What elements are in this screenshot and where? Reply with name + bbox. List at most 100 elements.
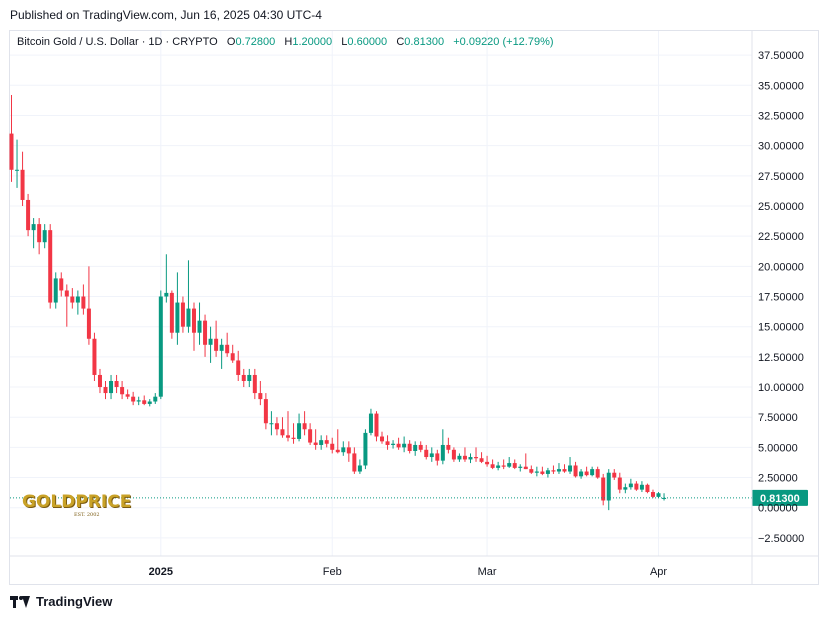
candle-body (352, 453, 357, 472)
candle-body (230, 353, 235, 361)
candle-body (529, 469, 534, 473)
x-tick-label: Mar (478, 566, 497, 578)
candle (650, 489, 655, 499)
candle (258, 381, 263, 406)
candle (429, 447, 434, 462)
candle-body (573, 465, 578, 477)
published-caption: Published on TradingView.com, Jun 16, 20… (10, 8, 322, 22)
candle-body (639, 484, 644, 490)
y-tick-label: 27.50000 (758, 171, 804, 183)
candle-body (203, 320, 208, 345)
candle-body (462, 455, 467, 460)
candle (451, 447, 456, 462)
candle (424, 444, 429, 460)
candle-body (601, 477, 606, 501)
candle-body (53, 278, 58, 303)
candle (197, 302, 202, 345)
candle (286, 411, 290, 442)
candle-body (418, 444, 423, 450)
candle (53, 272, 58, 309)
candle (374, 411, 379, 442)
grid-lines (10, 31, 752, 556)
tradingview-logo-icon (10, 595, 30, 608)
candle (579, 469, 584, 479)
y-tick-label: 25.00000 (758, 201, 804, 213)
candle (214, 320, 219, 357)
candle-body (335, 449, 340, 453)
candle (219, 338, 224, 369)
footer-branding: TradingView (10, 594, 112, 609)
candle-body (551, 470, 556, 472)
candle (357, 459, 362, 474)
candle (26, 193, 31, 237)
candle (225, 332, 230, 357)
candle-body (595, 469, 600, 478)
candle-body (402, 443, 407, 448)
candle (81, 284, 86, 315)
candle (656, 492, 661, 499)
candle-body (86, 308, 91, 339)
candle-body (308, 429, 313, 443)
candle-body (191, 308, 196, 333)
candle (545, 467, 550, 478)
candle-body (628, 483, 633, 488)
candle-body (346, 447, 351, 454)
candle (280, 417, 285, 438)
candle (601, 473, 606, 506)
candle-body (291, 437, 296, 439)
candle (446, 437, 451, 454)
legend-symbol[interactable]: Bitcoin Gold / U.S. Dollar · 1D · CRYPTO (17, 36, 218, 48)
candle (391, 440, 396, 449)
candle-body (20, 169, 25, 200)
candle-body (523, 466, 528, 470)
candle (247, 368, 252, 388)
chart-frame (9, 30, 819, 585)
candle (396, 437, 401, 450)
candle-body (357, 465, 362, 472)
candle-body (507, 463, 512, 467)
x-tick-label: Apr (650, 566, 667, 578)
candle (136, 396, 141, 406)
candle (662, 493, 667, 501)
candle (363, 429, 368, 470)
candle-body (15, 169, 20, 171)
y-tick-label: 37.50000 (758, 50, 804, 62)
candle (562, 464, 567, 473)
candle (64, 284, 69, 327)
candle-body (136, 400, 141, 402)
candle-body (70, 296, 75, 303)
candle-body (656, 493, 661, 497)
candle (501, 459, 506, 470)
candle (164, 254, 169, 303)
candle (507, 457, 512, 468)
y-tick-label: 7.50000 (758, 412, 798, 424)
candle-body (368, 413, 373, 433)
candle-body (556, 469, 561, 472)
candle-body (31, 224, 36, 231)
candle-body (413, 444, 418, 451)
candle (297, 413, 302, 442)
candle-body (540, 471, 545, 474)
candle (42, 224, 47, 249)
candle (540, 466, 545, 476)
x-axis[interactable]: 2025 Feb Mar Apr (10, 555, 819, 578)
candle-body (286, 435, 290, 438)
candle (523, 453, 528, 470)
candle-body (214, 338, 219, 351)
candle (109, 374, 114, 400)
candle-body (280, 429, 285, 436)
candle (37, 218, 42, 255)
y-axis[interactable]: 37.50000 35.00000 32.50000 30.00000 27.50000… (751, 31, 804, 585)
candle (147, 399, 152, 407)
goldprice-logo-text: GOLDPRICE (22, 492, 132, 512)
candle (92, 332, 97, 381)
candle (97, 368, 102, 394)
candle (330, 437, 335, 454)
candle-body (92, 338, 97, 375)
candle-body (341, 447, 346, 453)
candle (203, 314, 208, 357)
candle-body (584, 471, 589, 476)
y-tick-label: 0.00000 (758, 503, 798, 515)
candle (606, 469, 611, 511)
